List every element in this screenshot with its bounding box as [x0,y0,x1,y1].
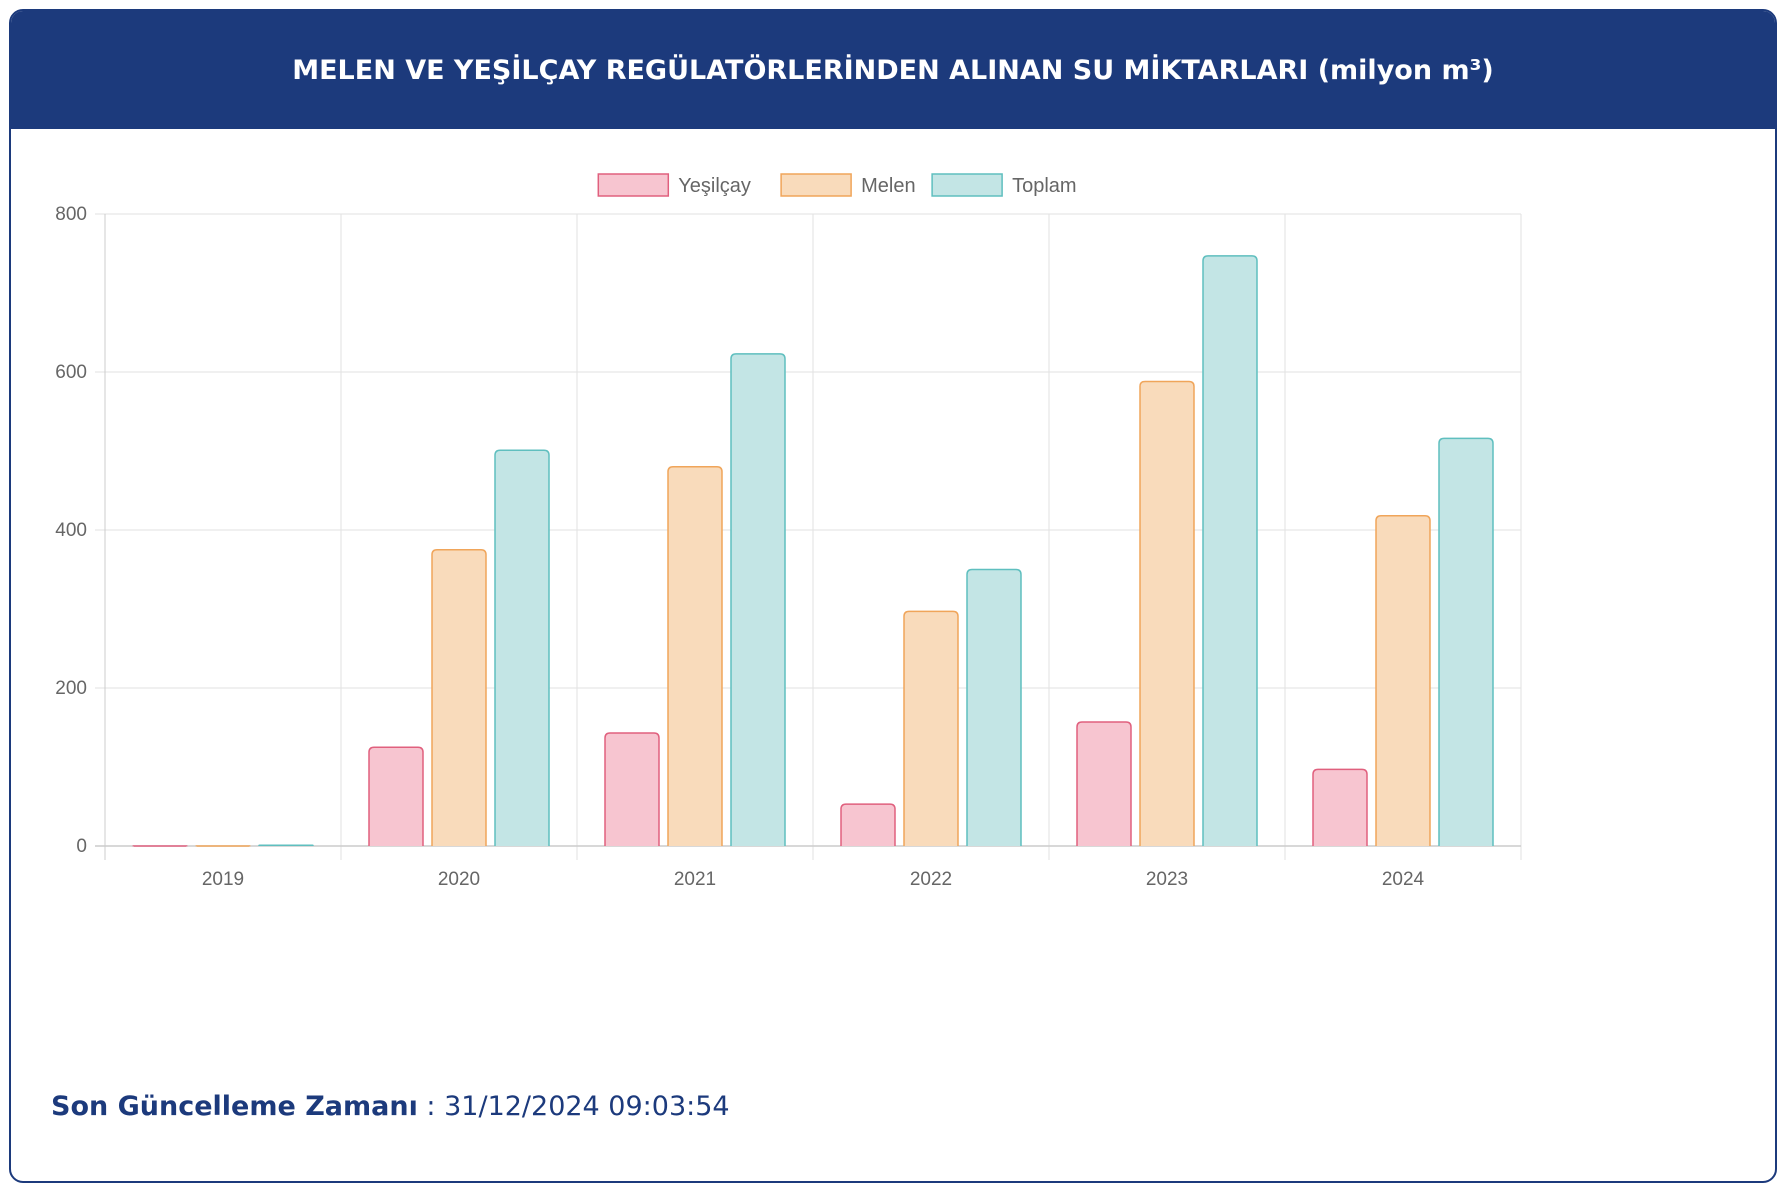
legend-item-1[interactable]: Melen [780,173,916,197]
legend: Yeşilçay Melen Toplam [597,173,1077,197]
bar-melen-2024[interactable] [1375,515,1431,846]
bar-ye-il-ay-2022[interactable] [840,803,896,846]
bar-ye-il-ay-2023[interactable] [1076,721,1132,846]
legend-item-0[interactable]: Yeşilçay [597,173,751,197]
chart-area: 0 200 400 600 800 2019 2020 2021 2022 2023 2024 Y… [11,129,1775,1029]
x-tick-label: 2022 [910,869,952,890]
legend-item-2[interactable]: Toplam [931,173,1077,197]
y-tick-label: 0 [76,836,87,857]
bar-chart: 0 200 400 600 800 2019 2020 2021 2022 2023 2024 Y… [55,173,1522,890]
y-tick-label: 800 [55,204,87,225]
bar-ye-il-ay-2020[interactable] [368,746,424,846]
bar-melen-2023[interactable] [1139,380,1195,846]
bar-toplam-2023[interactable] [1202,255,1258,846]
bar-toplam-2022[interactable] [966,568,1022,847]
legend-label: Yeşilçay [678,175,751,197]
legend-swatch [597,173,670,197]
bars [132,255,1494,847]
x-axis: 2019 2020 2021 2022 2023 2024 [202,869,1425,890]
y-tick-label: 600 [55,362,87,383]
y-tick-label: 200 [55,678,87,699]
bar-melen-2021[interactable] [667,466,723,846]
y-tick-label: 400 [55,520,87,541]
bar-ye-il-ay-2021[interactable] [604,732,660,846]
legend-label: Toplam [1012,175,1076,197]
x-tick-label: 2024 [1382,869,1425,890]
chart-title: MELEN VE YEŞİLÇAY REGÜLATÖRLERİNDEN ALIN… [292,54,1494,86]
y-axis: 0 200 400 600 800 [55,204,87,857]
legend-label: Melen [861,175,915,197]
bar-toplam-2020[interactable] [494,449,550,846]
legend-swatch [780,173,852,197]
bar-ye-il-ay-2024[interactable] [1312,768,1368,846]
grid [95,213,1522,860]
card-header: MELEN VE YEŞİLÇAY REGÜLATÖRLERİNDEN ALIN… [11,11,1775,129]
bar-melen-2022[interactable] [903,610,959,846]
last-updated: Son Güncelleme Zamanı : 31/12/2024 09:03… [51,1091,730,1122]
x-tick-label: 2020 [438,869,480,890]
last-updated-label: Son Güncelleme Zamanı [51,1091,418,1122]
last-updated-separator: : [417,1091,445,1122]
legend-swatch [931,173,1003,197]
bar-toplam-2019[interactable] [258,844,314,846]
last-updated-timestamp: 31/12/2024 09:03:54 [444,1091,730,1122]
chart-card: MELEN VE YEŞİLÇAY REGÜLATÖRLERİNDEN ALIN… [9,9,1777,1183]
bar-toplam-2021[interactable] [730,353,786,846]
bar-toplam-2024[interactable] [1438,437,1494,846]
x-tick-label: 2019 [202,869,244,890]
x-tick-label: 2021 [674,869,716,890]
x-tick-label: 2023 [1146,869,1188,890]
bar-melen-2020[interactable] [431,549,487,846]
